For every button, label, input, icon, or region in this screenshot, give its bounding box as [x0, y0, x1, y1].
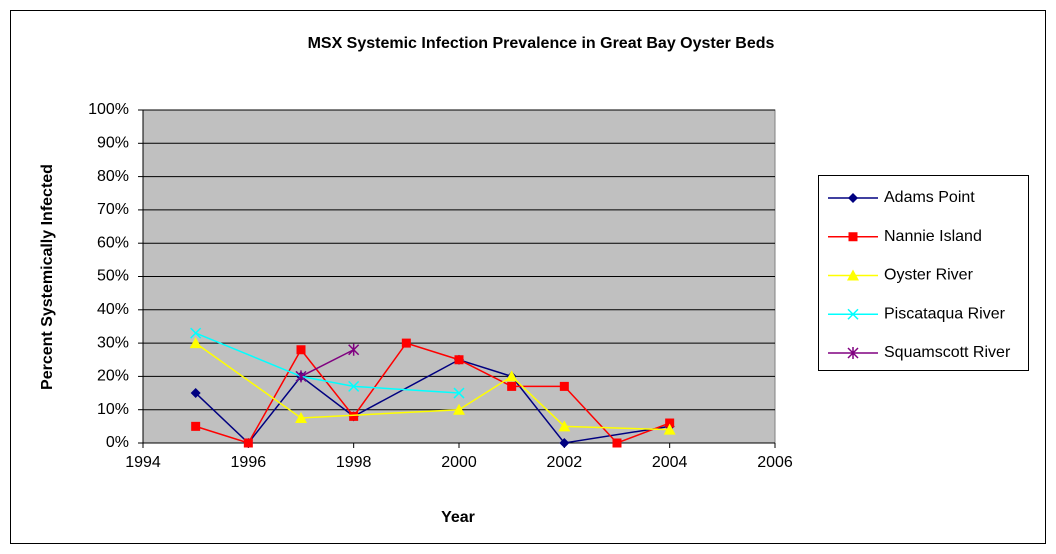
marker	[558, 420, 571, 432]
series-line	[195, 332, 460, 394]
marker	[507, 381, 517, 391]
marker	[349, 411, 359, 421]
y-tick-label: 60%	[97, 234, 129, 251]
series-line	[195, 342, 670, 431]
y-tick-label: 30%	[97, 334, 129, 351]
series-line	[195, 358, 670, 445]
x-tick-label: 2006	[757, 454, 793, 471]
marker	[454, 355, 464, 365]
series-line	[195, 342, 670, 444]
legend-marker	[847, 347, 859, 359]
y-tick-label: 70%	[97, 201, 129, 218]
marker	[190, 327, 202, 339]
legend-marker	[847, 269, 859, 281]
legend-label: Squamscott River	[884, 344, 1011, 361]
marker	[191, 421, 201, 431]
marker	[401, 338, 411, 348]
marker	[559, 381, 569, 391]
legend-marker	[848, 193, 858, 203]
legend-label: Oyster River	[884, 267, 974, 284]
chart-title: MSX Systemic Infection Prevalence in Gre…	[308, 35, 775, 52]
x-tick-label: 1998	[336, 454, 372, 471]
marker	[663, 423, 676, 435]
marker	[453, 403, 465, 415]
legend-label: Nannie Island	[884, 228, 982, 245]
legend-marker	[848, 232, 858, 242]
marker	[612, 438, 622, 448]
marker	[505, 370, 518, 382]
marker	[243, 438, 253, 448]
marker	[348, 343, 360, 356]
marker	[559, 438, 570, 448]
y-tick-label: 40%	[97, 301, 129, 318]
marker	[189, 337, 202, 349]
y-tick-label: 90%	[97, 135, 129, 152]
legend-marker	[847, 308, 859, 320]
y-tick-label: 20%	[97, 368, 129, 385]
marker	[348, 380, 360, 392]
x-tick-label: 2004	[652, 454, 688, 471]
x-tick-label: 1996	[231, 454, 267, 471]
x-tick-label: 2000	[441, 454, 477, 471]
marker	[453, 387, 465, 399]
y-tick-label: 100%	[88, 101, 129, 118]
series-line	[300, 349, 355, 378]
x-tick-label: 2002	[547, 454, 583, 471]
y-axis-label: Percent Systemically Infected	[39, 164, 56, 390]
y-tick-label: 50%	[97, 268, 129, 285]
y-tick-label: 10%	[97, 401, 129, 418]
marker	[295, 370, 307, 383]
y-tick-label: 0%	[106, 434, 129, 451]
marker	[296, 345, 306, 355]
x-tick-label: 1994	[125, 454, 161, 471]
legend-label: Piscataqua River	[884, 305, 1006, 322]
marker	[665, 418, 675, 428]
x-axis-label: Year	[441, 509, 475, 526]
legend-label: Adams Point	[884, 189, 975, 206]
y-tick-label: 80%	[97, 168, 129, 185]
marker	[295, 412, 307, 424]
marker	[190, 388, 201, 399]
